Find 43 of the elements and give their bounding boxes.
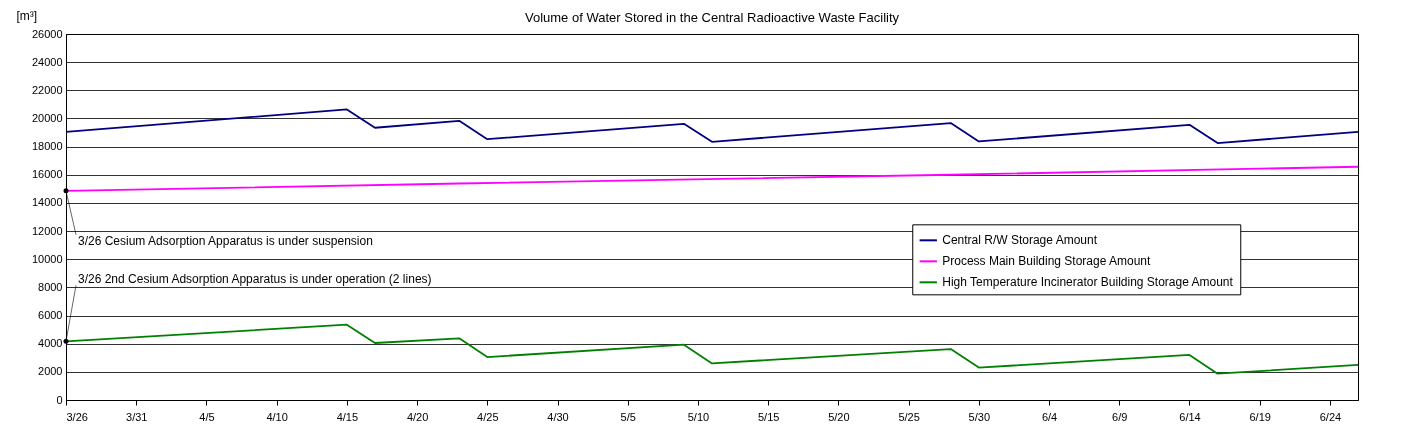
- chart-title: Volume of Water Stored in the Central Radioactive Waste Facility: [524, 10, 900, 25]
- y-tick-label: 10000: [31, 252, 63, 265]
- line-series: [65, 108, 1359, 144]
- x-tick-label: 5/20: [828, 410, 850, 423]
- x-tick-label: 4/25: [477, 410, 499, 423]
- line-series: [65, 323, 1359, 375]
- legend-label: Central R/W Storage Amount: [942, 233, 1098, 248]
- x-tick-label: 6/4: [1041, 410, 1058, 423]
- x-tick-label: 4/10: [266, 410, 288, 423]
- y-tick-label: 18000: [31, 140, 63, 153]
- annotation: 3/26 Cesium Adsorption Apparatus is under suspension: [78, 233, 373, 248]
- line-series: [65, 165, 1359, 192]
- y-axis-title: [m³]: [16, 8, 38, 23]
- x-tick-label: 3/31: [126, 410, 148, 423]
- x-tick-label: 3/26: [66, 410, 88, 423]
- y-tick-label: 16000: [31, 168, 63, 181]
- y-tick-label: 0: [56, 393, 63, 406]
- y-tick-label: 14000: [31, 196, 63, 209]
- x-tick-label: 5/15: [757, 410, 780, 423]
- y-tick-label: 6000: [38, 309, 63, 322]
- x-tick-label: 4/20: [406, 410, 429, 423]
- legend-label: Process Main Building Storage Amount: [942, 254, 1152, 269]
- x-tick-label: 6/9: [1112, 410, 1128, 423]
- x-tick-label: 6/14: [1179, 410, 1201, 423]
- y-tick-label: 8000: [38, 280, 63, 293]
- x-tick-label: 4/15: [336, 410, 359, 423]
- y-tick-label: 12000: [31, 224, 63, 237]
- y-tick-label: 2000: [38, 365, 63, 378]
- y-tick-label: 22000: [31, 83, 63, 96]
- x-tick-label: 4/30: [547, 410, 569, 423]
- y-tick-label: 4000: [38, 337, 63, 350]
- legend-label: High Temperature Incinerator Building Storage Amount: [942, 275, 1234, 290]
- y-tick-label: 26000: [31, 27, 63, 40]
- x-tick-label: 4/5: [199, 410, 215, 423]
- x-tick-label: 5/5: [620, 410, 636, 423]
- x-tick-label: 5/10: [687, 410, 710, 423]
- y-tick-label: 20000: [31, 111, 63, 124]
- x-tick-label: 5/30: [968, 410, 991, 423]
- x-tick-label: 6/24: [1319, 410, 1342, 423]
- x-tick-label: 5/25: [898, 410, 920, 423]
- x-tick-label: 6/19: [1249, 410, 1271, 423]
- annotation: 3/26 2nd Cesium Adsorption Apparatus is under operation (2 lines): [78, 272, 432, 287]
- y-tick-label: 24000: [31, 55, 63, 68]
